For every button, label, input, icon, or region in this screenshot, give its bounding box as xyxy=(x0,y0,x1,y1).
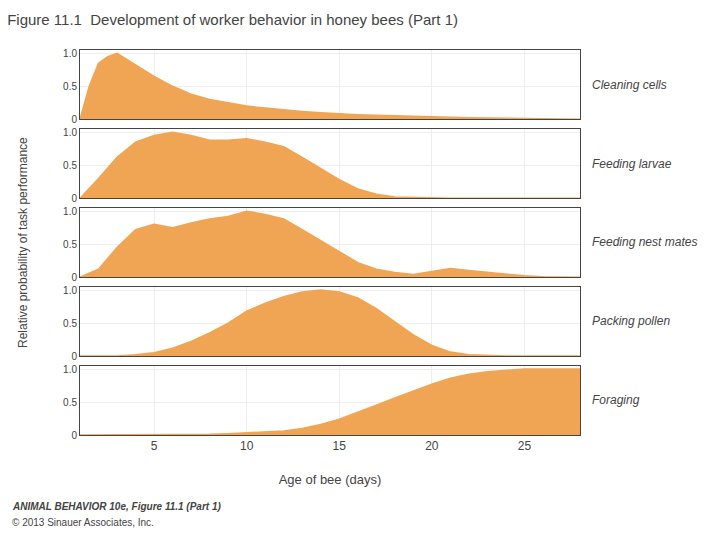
svg-text:1.0: 1.0 xyxy=(63,206,77,217)
svg-text:1.0: 1.0 xyxy=(63,127,77,138)
svg-text:25: 25 xyxy=(518,439,532,453)
svg-text:1.0: 1.0 xyxy=(63,48,77,59)
svg-text:Packing pollen: Packing pollen xyxy=(592,314,670,328)
svg-text:10: 10 xyxy=(240,439,254,453)
svg-text:0: 0 xyxy=(71,430,77,441)
svg-text:Feeding nest mates: Feeding nest mates xyxy=(592,235,697,249)
svg-text:1.0: 1.0 xyxy=(63,364,77,375)
svg-text:0: 0 xyxy=(71,272,77,283)
svg-text:5: 5 xyxy=(151,439,158,453)
svg-text:0.5: 0.5 xyxy=(63,318,77,329)
svg-text:Relative probability of task p: Relative probability of task performance xyxy=(16,137,30,348)
svg-text:ANIMAL BEHAVIOR 10e, Figure 11: ANIMAL BEHAVIOR 10e, Figure 11.1 (Part 1… xyxy=(12,501,221,512)
svg-text:15: 15 xyxy=(333,439,347,453)
svg-text:20: 20 xyxy=(425,439,439,453)
svg-text:0.5: 0.5 xyxy=(63,397,77,408)
svg-text:0: 0 xyxy=(71,193,77,204)
svg-text:0: 0 xyxy=(71,351,77,362)
svg-text:Foraging: Foraging xyxy=(592,393,640,407)
svg-text:Cleaning cells: Cleaning cells xyxy=(592,78,667,92)
svg-text:1.0: 1.0 xyxy=(63,285,77,296)
svg-text:0.5: 0.5 xyxy=(63,81,77,92)
svg-text:0.5: 0.5 xyxy=(63,239,77,250)
svg-text:0.5: 0.5 xyxy=(63,160,77,171)
svg-text:Figure 11.1 Development of wo: Figure 11.1 Development of worker behavi… xyxy=(7,11,458,28)
svg-text:© 2013 Sinauer Associates, Inc: © 2013 Sinauer Associates, Inc. xyxy=(12,517,154,528)
svg-text:Age of bee (days): Age of bee (days) xyxy=(279,472,382,487)
svg-text:0: 0 xyxy=(71,114,77,125)
svg-text:Feeding larvae: Feeding larvae xyxy=(592,157,672,171)
